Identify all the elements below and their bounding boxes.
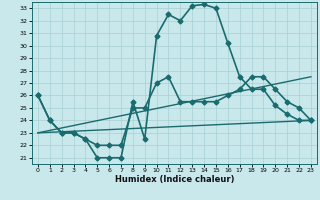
X-axis label: Humidex (Indice chaleur): Humidex (Indice chaleur)	[115, 175, 234, 184]
